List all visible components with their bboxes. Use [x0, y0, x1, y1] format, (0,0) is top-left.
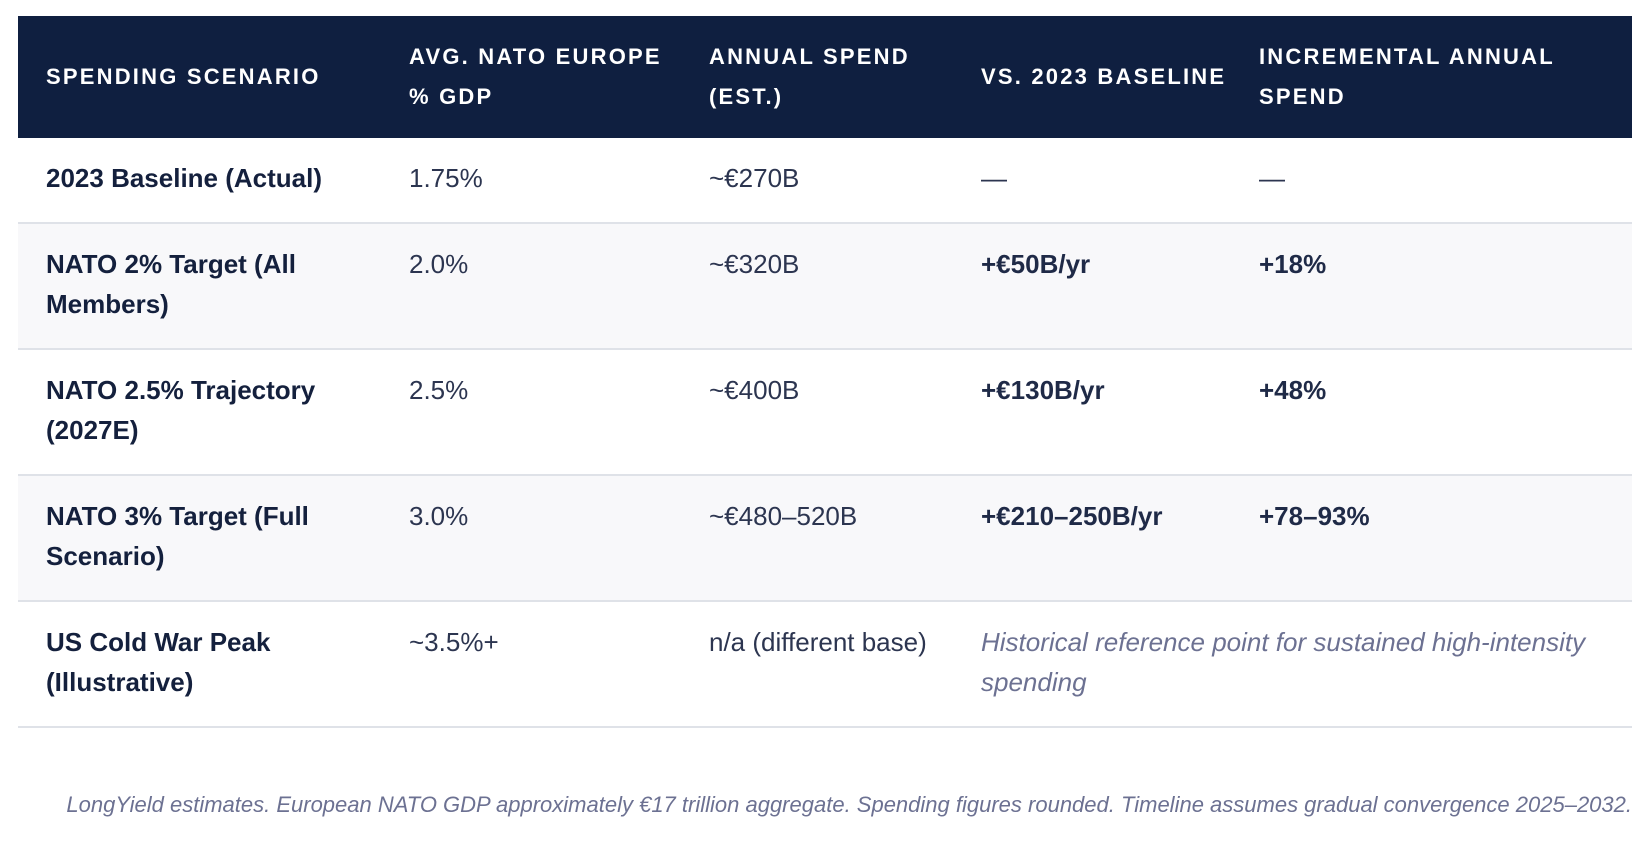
vs-baseline-cell: +€50B/yr [953, 223, 1231, 350]
table-row: NATO 2.5% Trajectory (2027E) 2.5% ~€400B… [18, 349, 1632, 476]
defense-spending-table-container: SPENDING SCENARIO AVG. NATO EUROPE % GDP… [18, 16, 1632, 728]
table-footnote: LongYield estimates. European NATO GDP a… [66, 792, 1632, 817]
header-incremental: INCREMENTAL ANNUAL SPEND [1259, 44, 1555, 109]
scenario-cell: NATO 2.5% Trajectory (2027E) [18, 349, 381, 476]
header-annual-spend: ANNUAL SPEND (EST.) [709, 44, 910, 109]
table-row: NATO 2% Target (All Members) 2.0% ~€320B… [18, 223, 1632, 350]
gdp-pct-cell: 2.0% [381, 223, 681, 350]
gdp-pct-cell: 1.75% [381, 138, 681, 224]
gdp-pct-cell: 2.5% [381, 349, 681, 476]
incremental-cell: +78–93% [1231, 475, 1632, 602]
scenario-cell: NATO 2% Target (All Members) [18, 223, 381, 350]
incremental-cell: +18% [1231, 223, 1632, 350]
annual-spend-cell: ~€320B [681, 223, 953, 350]
header-vs-baseline: VS. 2023 BASELINE [981, 64, 1227, 89]
table-body: 2023 Baseline (Actual) 1.75% ~€270B — — … [18, 138, 1632, 728]
scenario-cell: US Cold War Peak (Illustrative) [18, 601, 381, 728]
table-row: US Cold War Peak (Illustrative) ~3.5%+ n… [18, 601, 1632, 728]
gdp-pct-cell: 3.0% [381, 475, 681, 602]
scenario-cell: NATO 3% Target (Full Scenario) [18, 475, 381, 602]
scenario-cell: 2023 Baseline (Actual) [18, 138, 381, 224]
defense-spending-table: SPENDING SCENARIO AVG. NATO EUROPE % GDP… [18, 16, 1632, 728]
annual-spend-cell: ~€480–520B [681, 475, 953, 602]
vs-baseline-cell: +€130B/yr [953, 349, 1231, 476]
incremental-cell: — [1231, 138, 1632, 224]
historical-note-cell: Historical reference point for sustained… [953, 601, 1632, 728]
header-avg-gdp: AVG. NATO EUROPE % GDP [409, 44, 662, 109]
annual-spend-cell: n/a (different base) [681, 601, 953, 728]
annual-spend-cell: ~€400B [681, 349, 953, 476]
table-row: NATO 3% Target (Full Scenario) 3.0% ~€48… [18, 475, 1632, 602]
annual-spend-cell: ~€270B [681, 138, 953, 224]
header-spending-scenario: SPENDING SCENARIO [46, 64, 321, 89]
table-row: 2023 Baseline (Actual) 1.75% ~€270B — — [18, 138, 1632, 224]
header-row: SPENDING SCENARIO AVG. NATO EUROPE % GDP… [18, 16, 1632, 138]
incremental-cell: +48% [1231, 349, 1632, 476]
vs-baseline-cell: — [953, 138, 1231, 224]
gdp-pct-cell: ~3.5%+ [381, 601, 681, 728]
vs-baseline-cell: +€210–250B/yr [953, 475, 1231, 602]
table-header: SPENDING SCENARIO AVG. NATO EUROPE % GDP… [18, 16, 1632, 138]
